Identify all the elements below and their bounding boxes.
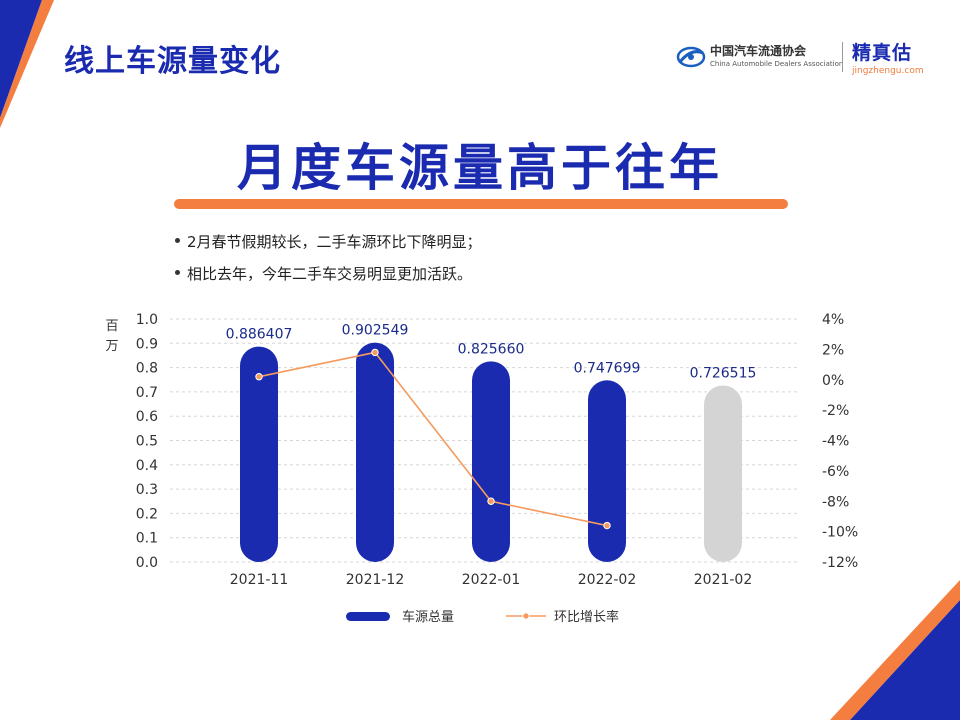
x-tick-label: 2021-12	[346, 572, 405, 588]
y-tick-label: 0.5	[136, 434, 158, 450]
growth-rate-point	[371, 348, 379, 357]
bullet-dot-icon	[175, 238, 180, 243]
y-tick-label: 0.0	[136, 555, 158, 571]
bullet-list: 2月春节假期较长，二手车源环比下降明显； 相比去年，今年二手车交易明显更加活跃。	[175, 226, 482, 290]
bullet-item: 2月春节假期较长，二手车源环比下降明显；	[175, 226, 482, 258]
bar	[704, 385, 742, 562]
y2-tick-label: 2%	[822, 342, 844, 358]
bar-data-label: 0.747699	[574, 360, 641, 376]
top-left-corner-decoration	[0, 0, 54, 128]
bullet-text: 相比去年，今年二手车交易明显更加活跃。	[187, 265, 473, 283]
growth-rate-point	[255, 373, 263, 381]
y-axis-unit-label: 万	[105, 339, 118, 354]
y-axis-unit-label: 百	[105, 319, 118, 334]
bullet-item: 相比去年，今年二手车交易明显更加活跃。	[175, 258, 482, 290]
y-tick-label: 0.3	[136, 482, 158, 498]
caada-emblem-icon	[676, 46, 706, 68]
y2-tick-label: 4%	[822, 312, 844, 328]
bullet-dot-icon	[175, 270, 180, 275]
logo-divider	[842, 42, 843, 72]
bar-data-label: 0.902549	[342, 323, 409, 339]
y-tick-label: 0.6	[136, 409, 158, 425]
y-tick-label: 0.4	[136, 458, 158, 474]
legend-bar-label: 车源总量	[402, 609, 454, 625]
y-tick-label: 0.2	[136, 506, 158, 522]
caada-name-en: China Automobile Dealers Association	[710, 60, 844, 68]
y-tick-label: 0.7	[136, 385, 158, 401]
legend-bar-swatch	[346, 612, 390, 621]
y2-tick-label: -4%	[822, 434, 849, 450]
x-tick-label: 2022-01	[462, 572, 521, 588]
bottom-right-corner-decoration	[830, 580, 960, 720]
legend-line-marker	[522, 612, 530, 620]
page-title: 线上车源量变化	[64, 44, 281, 79]
y2-tick-label: -6%	[822, 464, 849, 480]
caada-name-cn: 中国汽车流通协会	[710, 44, 807, 58]
y-tick-label: 0.1	[136, 531, 158, 547]
brand-url: jingzhengu.com	[852, 66, 924, 76]
bar	[240, 346, 278, 562]
y2-tick-label: -12%	[822, 555, 858, 571]
x-tick-label: 2021-02	[694, 572, 753, 588]
bar-data-label: 0.726515	[690, 365, 757, 381]
y2-tick-label: 0%	[822, 373, 844, 389]
y-tick-label: 1.0	[136, 312, 158, 328]
brand-name: 精真估	[852, 42, 913, 64]
y2-tick-label: -8%	[822, 494, 849, 510]
growth-rate-line	[258, 351, 608, 527]
x-tick-label: 2022-02	[578, 572, 637, 588]
bar-data-label: 0.825660	[458, 341, 525, 357]
x-tick-label: 2021-11	[230, 572, 289, 588]
y2-tick-label: -10%	[822, 525, 858, 541]
bullet-text: 2月春节假期较长，二手车源环比下降明显；	[187, 233, 482, 251]
legend-line-label: 环比增长率	[554, 609, 619, 625]
brand-logo: 精真估 jingzhengu.com	[852, 38, 924, 76]
y-tick-label: 0.9	[136, 336, 158, 352]
headline-underline	[174, 199, 788, 209]
growth-rate-point	[603, 521, 611, 530]
growth-rate-point	[487, 497, 495, 505]
bar-data-label: 0.886407	[226, 327, 293, 343]
bar	[588, 380, 626, 562]
caada-logo: 中国汽车流通协会 China Automobile Dealers Associ…	[676, 40, 843, 76]
bar	[356, 342, 394, 562]
y-tick-label: 0.8	[136, 361, 158, 377]
bar	[472, 361, 510, 562]
headline: 月度车源量高于往年	[237, 139, 723, 197]
y2-tick-label: -2%	[822, 403, 849, 419]
